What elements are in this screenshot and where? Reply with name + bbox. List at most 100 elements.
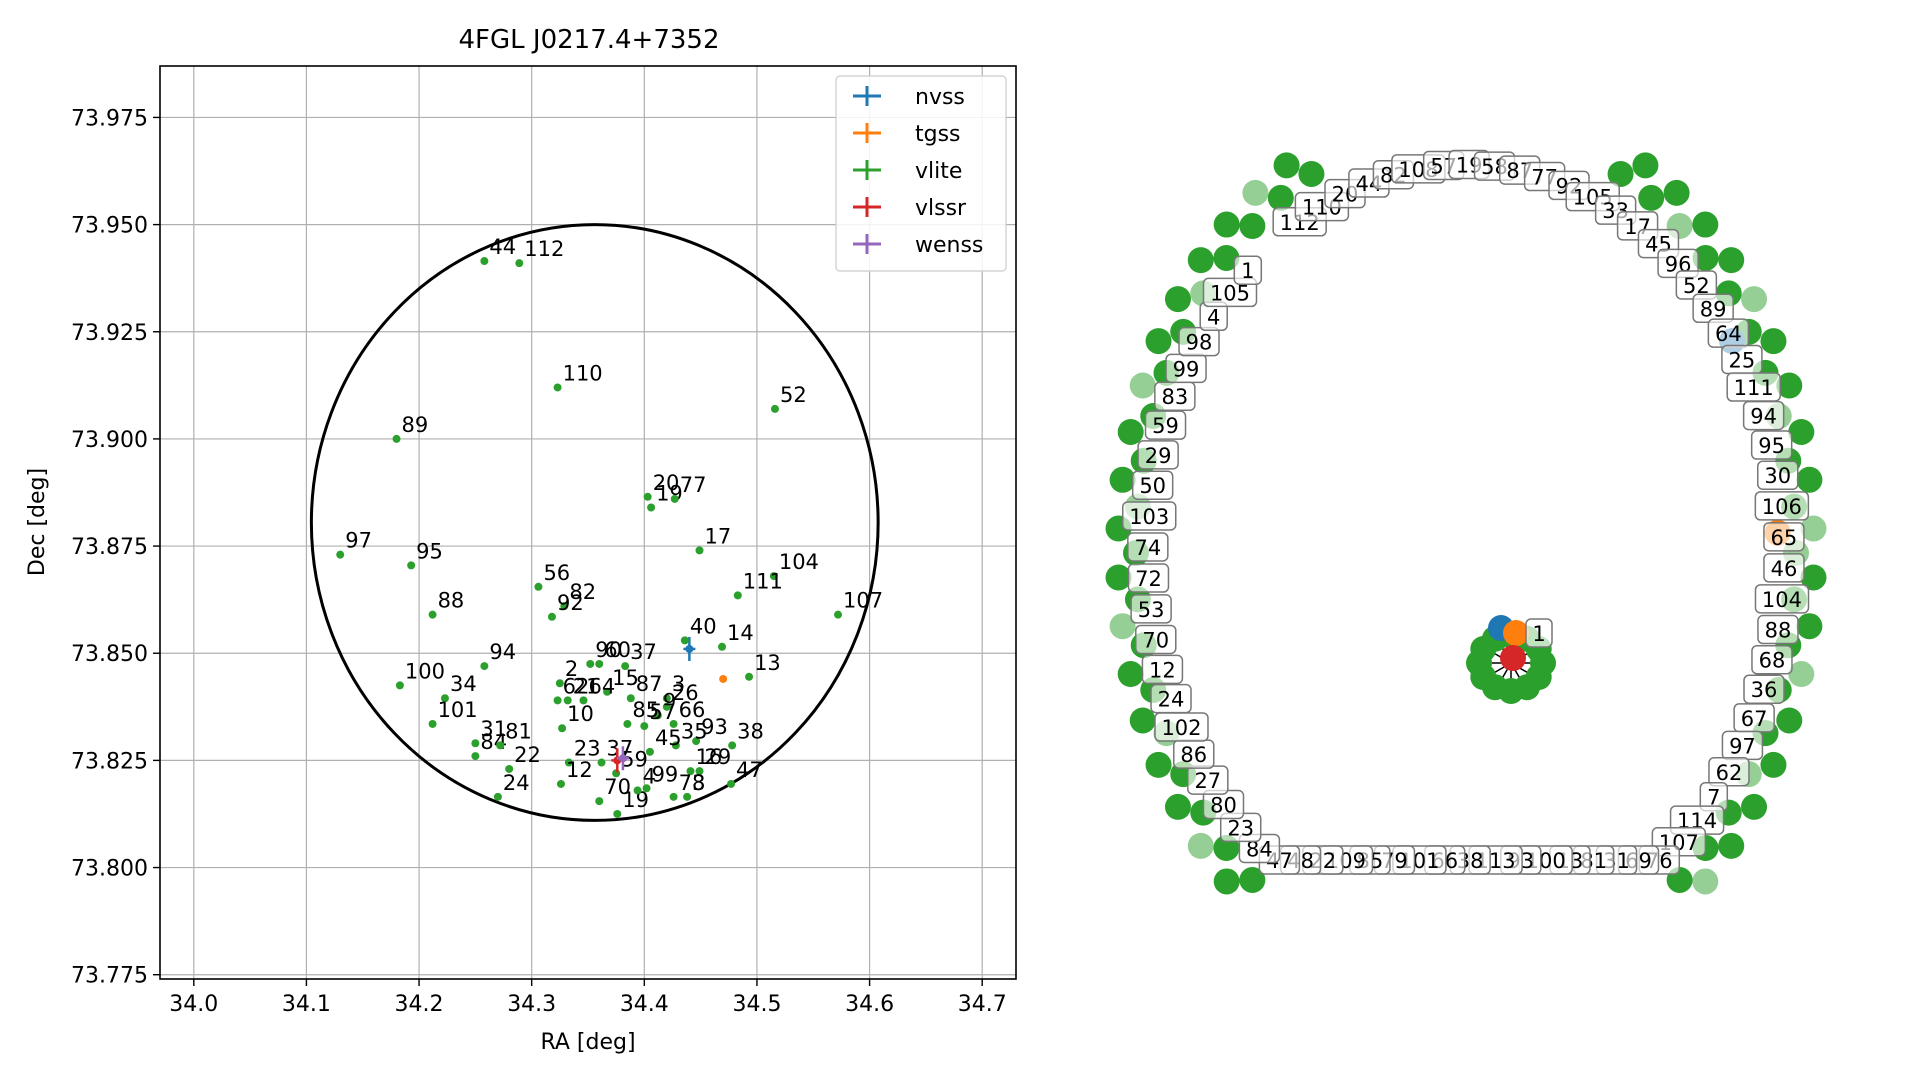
ring-label: 103 (1129, 505, 1169, 529)
ring-label-box (1757, 460, 1799, 490)
ring-point (1760, 751, 1787, 778)
point-label: 62 (563, 674, 590, 698)
y-tick-label: 73.900 (71, 428, 148, 453)
x-tick-label: 34.2 (395, 992, 444, 1017)
point-label: 112 (524, 237, 564, 261)
point-label: 88 (438, 589, 465, 613)
point-label: 99 (652, 762, 679, 786)
point-label: 89 (402, 413, 429, 437)
left-plot-title: 4FGL J0217.4+7352 (459, 25, 720, 55)
ring-point (1267, 184, 1294, 211)
ring-point (1164, 286, 1191, 313)
ring-label: 104 (1762, 588, 1802, 612)
vlite-point (718, 642, 727, 651)
localization-ellipse (309, 223, 880, 822)
ring-label-box (1127, 563, 1170, 593)
y-tick-label: 73.950 (71, 214, 148, 239)
x-tick-label: 34.4 (620, 992, 669, 1017)
ring-point (1796, 613, 1823, 640)
point-label: 21 (573, 674, 600, 698)
vlite-point (579, 696, 588, 705)
ring-point (1692, 244, 1719, 271)
ring-label-box (1750, 430, 1793, 460)
vlite-point (564, 758, 573, 767)
vlite-point (560, 602, 569, 611)
ring-label: 111 (1734, 376, 1774, 400)
point-label: 107 (843, 589, 883, 613)
x-tick-label: 34.1 (282, 992, 331, 1017)
ring-point (1239, 866, 1266, 893)
point-label: 85 (632, 698, 659, 722)
ring-label: 53 (1138, 598, 1165, 622)
vlite-point (695, 546, 704, 555)
ring-point (1129, 372, 1156, 399)
ring-point (1741, 793, 1768, 820)
point-label: 38 (737, 719, 764, 743)
ring-label-box (1763, 553, 1805, 583)
vlite-point (645, 747, 654, 756)
ring-point (1117, 418, 1144, 445)
point-label: 110 (563, 361, 603, 385)
vlite-point (428, 719, 437, 728)
ring-label: 36 (1751, 678, 1778, 702)
y-tick-label: 73.850 (71, 642, 148, 667)
vlite-point (558, 724, 567, 733)
vlite-point (480, 257, 489, 266)
vlite-point (745, 672, 754, 681)
legend-label: vlssr (915, 196, 967, 221)
ring-label-box (1131, 470, 1174, 500)
ring-point (1800, 515, 1827, 542)
center-vlssr-point (1500, 645, 1526, 671)
ring-label: 64 (1715, 322, 1742, 346)
vlite-point (692, 737, 701, 746)
ring-point (1129, 707, 1156, 734)
point-label: 4 (643, 764, 656, 788)
ring-point (1638, 184, 1665, 211)
vlite-point (670, 494, 679, 503)
point-label: 12 (566, 758, 593, 782)
ring-label-box (1130, 594, 1172, 624)
ring-point (1741, 286, 1768, 313)
ring-label: 102 (1161, 716, 1201, 740)
vlite-point (640, 722, 649, 731)
ring-label: 12 (1149, 658, 1176, 682)
wenss-point (618, 754, 627, 763)
vlite-point (653, 711, 662, 720)
point-label: 17 (705, 524, 732, 548)
point-label: 87 (636, 672, 663, 696)
vlite-point (621, 662, 630, 671)
legend-label: nvss (915, 85, 965, 110)
ring-label: 97 (1729, 734, 1756, 758)
point-label: 95 (416, 539, 443, 563)
point-label: 77 (680, 473, 707, 497)
ring-label-box (1178, 326, 1220, 357)
ring-label: 25 (1729, 348, 1756, 372)
ring-label: 50 (1139, 474, 1166, 498)
vlite-point (642, 784, 651, 793)
y-tick-label: 73.825 (71, 749, 148, 774)
point-label: 3 (692, 771, 705, 795)
point-label: 78 (679, 771, 706, 795)
ring-label: 74 (1134, 536, 1161, 560)
ring-label-box (1751, 644, 1793, 675)
nvss-point (685, 644, 694, 653)
point-label: 81 (505, 719, 532, 743)
tgss-point (719, 674, 728, 683)
point-label: 94 (489, 640, 516, 664)
point-label: 56 (543, 561, 570, 585)
vlite-point (595, 797, 604, 806)
vlite-point (392, 434, 401, 443)
ring-label-box (1754, 584, 1810, 614)
vlite-point (680, 636, 689, 645)
ring-label-box (1757, 614, 1799, 645)
vlite-point (613, 809, 622, 818)
left-axes-frame (159, 65, 1017, 980)
vlite-point (493, 792, 502, 801)
vlite-point (695, 767, 704, 776)
x-tick-label: 34.3 (507, 992, 556, 1017)
vlite-point (669, 719, 678, 728)
vlite-point (733, 591, 742, 600)
point-label: 93 (701, 715, 728, 739)
vlite-point (769, 572, 778, 581)
